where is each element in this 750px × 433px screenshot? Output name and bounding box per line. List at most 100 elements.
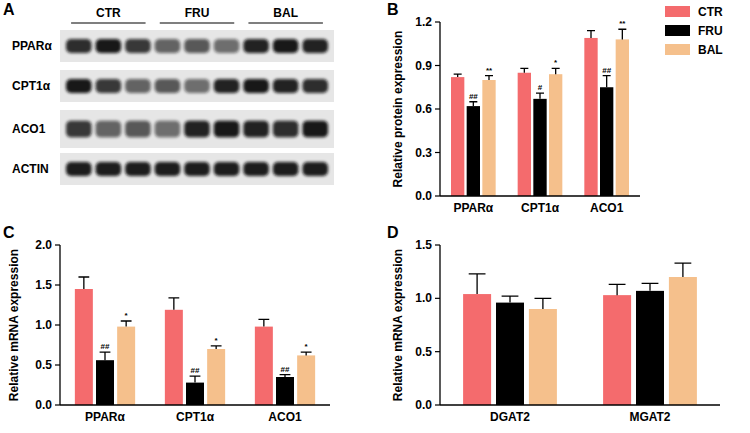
bar [117, 327, 135, 405]
y-tick-label: 1.5 [35, 278, 52, 292]
blot-band [243, 121, 269, 138]
error-bar [552, 68, 560, 74]
y-tick-label: 1.2 [415, 15, 432, 29]
blot-band [66, 162, 92, 176]
error-bar [520, 68, 528, 72]
error-bar [100, 352, 111, 360]
error-bar [211, 346, 222, 349]
blot-band [273, 39, 299, 53]
x-tick-label: ACO1 [590, 201, 624, 215]
blot-band [155, 39, 181, 53]
blot-band [302, 162, 328, 176]
blot-band [184, 121, 210, 138]
blot-band [243, 39, 269, 53]
blot-band [125, 39, 151, 53]
y-axis-label: Relative protein expression [391, 31, 405, 188]
legend-label: CTR [698, 5, 723, 19]
y-tick [55, 364, 60, 365]
group-line [71, 22, 145, 23]
group-line [160, 22, 234, 23]
y-tick [55, 244, 60, 245]
bar [603, 295, 631, 405]
y-tick-label: 1.0 [35, 318, 52, 332]
bar [529, 309, 557, 405]
y-tick [435, 65, 440, 66]
blot-band [243, 79, 269, 93]
y-tick [55, 284, 60, 285]
y-tick-label: 0.9 [415, 59, 432, 73]
bar [669, 277, 697, 405]
legend-label: BAL [698, 43, 723, 57]
significance: ## [281, 365, 290, 374]
blot-band [302, 121, 328, 138]
error-bar [168, 298, 179, 310]
y-tick [435, 351, 440, 352]
blot-band [214, 162, 240, 176]
blot-band [273, 162, 299, 176]
marks [463, 263, 697, 405]
y-tick-label: 0.3 [415, 146, 432, 160]
blot-band [125, 162, 151, 176]
error-bar [536, 93, 544, 99]
bar [533, 99, 546, 196]
y-tick [435, 108, 440, 109]
row-label: ACTIN [12, 162, 49, 176]
blot-band [96, 121, 122, 138]
bar [451, 77, 464, 196]
group-label: FRU [185, 6, 210, 20]
error-bar [502, 296, 519, 302]
panel-label: A [3, 1, 15, 18]
bar [75, 289, 93, 405]
bar [482, 80, 495, 196]
blot-band [125, 121, 151, 138]
y-tick [55, 404, 60, 405]
significance: # [538, 83, 543, 92]
bar [165, 310, 183, 405]
blot-band [273, 121, 299, 138]
y-tick [435, 21, 440, 22]
blot-band [302, 39, 328, 53]
bar [549, 74, 562, 196]
x-tick-label: DGAT2 [490, 410, 530, 424]
blot-band [243, 162, 269, 176]
error-bar [642, 283, 659, 290]
bar [496, 303, 524, 405]
bar [518, 73, 531, 196]
blot-band [214, 121, 240, 138]
significance: * [305, 342, 309, 351]
significance: * [125, 311, 129, 320]
x-axis [440, 404, 720, 405]
blot-strip [60, 153, 334, 185]
bar [255, 327, 273, 405]
y-axis-label: Relative mRNA expression [391, 249, 405, 401]
legend-swatch [665, 44, 690, 55]
blot-band [155, 79, 181, 93]
error-bar [675, 263, 692, 277]
chart: BRelative protein expression0.00.30.60.9… [387, 1, 723, 215]
error-bar [280, 375, 291, 377]
significance: ## [602, 66, 611, 75]
blot-band [125, 79, 151, 93]
legend-swatch [665, 25, 690, 36]
y-tick-label: 1.0 [415, 291, 432, 305]
row-label: CPT1α [12, 79, 51, 93]
group-label: BAL [273, 6, 298, 20]
error-bar [121, 321, 132, 327]
panel-label: B [387, 1, 399, 18]
panel-label: C [3, 224, 15, 241]
legend: CTRFRUBAL [665, 5, 723, 57]
marks [451, 29, 629, 196]
blot-band [96, 79, 122, 93]
y-tick [435, 152, 440, 153]
significance: ## [191, 366, 200, 375]
bar [463, 294, 491, 405]
error-bar [190, 376, 201, 382]
bar [186, 383, 204, 405]
bar [636, 291, 664, 405]
x-tick-label: MGAT2 [629, 410, 670, 424]
bar [297, 355, 315, 405]
error-bar [469, 274, 486, 294]
blot-band [184, 162, 210, 176]
y-axis [59, 245, 60, 405]
x-tick-label: CPT1α [521, 201, 560, 215]
